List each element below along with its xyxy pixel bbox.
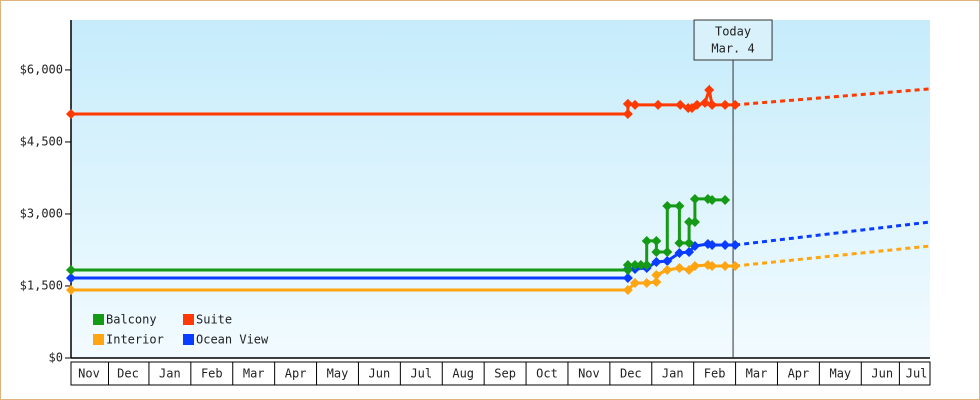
price-point: [651, 235, 662, 246]
today-label: Today: [715, 25, 751, 39]
legend-swatch: [183, 334, 194, 345]
price-point: [674, 237, 685, 248]
price-point: [689, 216, 700, 227]
price-point: [651, 269, 662, 280]
price-point: [651, 246, 662, 257]
price-point: [662, 255, 673, 266]
x-tick-label: Feb: [201, 367, 223, 381]
price-point: [730, 99, 741, 110]
legend-label: Ocean View: [196, 333, 269, 347]
price-point: [66, 264, 76, 275]
x-tick-label: Apr: [285, 367, 307, 381]
x-tick-label: Jan: [662, 367, 684, 381]
price-point: [66, 284, 76, 295]
x-tick-label: Mar: [746, 367, 768, 381]
price-point: [730, 239, 741, 250]
price-point: [653, 99, 664, 110]
price-point: [674, 262, 685, 273]
price-point: [662, 264, 673, 275]
price-point: [675, 99, 686, 110]
projection-line: [735, 244, 931, 268]
legend-label: Suite: [196, 313, 232, 327]
price-point: [720, 194, 731, 205]
price-point: [641, 277, 652, 288]
price-point: [662, 246, 673, 257]
price-point: [641, 259, 652, 270]
legend-label: Balcony: [106, 313, 157, 327]
price-point: [622, 284, 633, 295]
y-tick-label: $0: [49, 351, 63, 365]
x-tick-label: May: [327, 367, 349, 381]
price-point: [730, 260, 741, 271]
price-point: [689, 193, 700, 204]
x-tick-label: Feb: [704, 367, 726, 381]
x-tick-label: Sep: [494, 367, 516, 381]
legend-swatch: [93, 314, 104, 325]
today-label: Mar. 4: [711, 42, 754, 56]
x-tick-label: Dec: [620, 367, 642, 381]
price-point: [704, 84, 715, 95]
price-point: [630, 99, 641, 110]
x-tick-label: Jul: [410, 367, 432, 381]
price-point: [707, 260, 718, 271]
price-point: [622, 259, 633, 270]
price-point: [720, 260, 731, 271]
price-point: [689, 260, 700, 271]
price-point: [641, 235, 652, 246]
price-point: [720, 99, 731, 110]
x-tick-label: Jun: [871, 367, 893, 381]
price-point: [692, 99, 703, 110]
price-point: [651, 256, 662, 267]
price-point: [651, 276, 662, 287]
projection-line: [735, 220, 931, 247]
today-box: [693, 19, 773, 61]
legend-swatch: [93, 334, 104, 345]
price-point: [674, 247, 685, 258]
price-point: [630, 277, 641, 288]
price-point: [622, 108, 633, 119]
price-point: [699, 97, 710, 108]
price-point: [707, 194, 718, 205]
price-point: [684, 237, 695, 248]
x-tick-label: Aug: [452, 367, 474, 381]
price-point: [66, 272, 76, 283]
price-point: [622, 272, 633, 283]
x-tick-label: May: [829, 367, 851, 381]
price-point: [622, 264, 633, 275]
price-point: [674, 200, 685, 211]
price-point: [630, 259, 641, 270]
price-point: [707, 99, 718, 110]
price-point: [662, 200, 673, 211]
x-tick-label: Jul: [906, 367, 928, 381]
legend-label: Interior: [106, 333, 164, 347]
x-tick-label: Mar: [243, 367, 265, 381]
x-tick-label: Oct: [536, 367, 558, 381]
x-tick-label: Dec: [117, 367, 139, 381]
x-tick-label: Apr: [788, 367, 810, 381]
x-tick-label: Nov: [578, 367, 600, 381]
price-point: [66, 108, 76, 119]
price-point: [635, 259, 646, 270]
price-point: [720, 239, 731, 250]
legend-swatch: [183, 314, 194, 325]
y-tick-label: $6,000: [20, 62, 63, 76]
plot-area: [71, 20, 930, 358]
price-point: [622, 98, 633, 109]
price-point: [684, 216, 695, 227]
y-tick-label: $3,000: [20, 206, 63, 220]
x-tick-label: Jun: [369, 367, 391, 381]
y-tick-label: $1,500: [20, 278, 63, 292]
x-tick-label: Nov: [78, 367, 100, 381]
projection-line: [735, 87, 931, 107]
x-tick-label: Jan: [159, 367, 181, 381]
price-point: [684, 246, 695, 257]
y-tick-label: $4,500: [20, 134, 63, 148]
price-point: [707, 239, 718, 250]
